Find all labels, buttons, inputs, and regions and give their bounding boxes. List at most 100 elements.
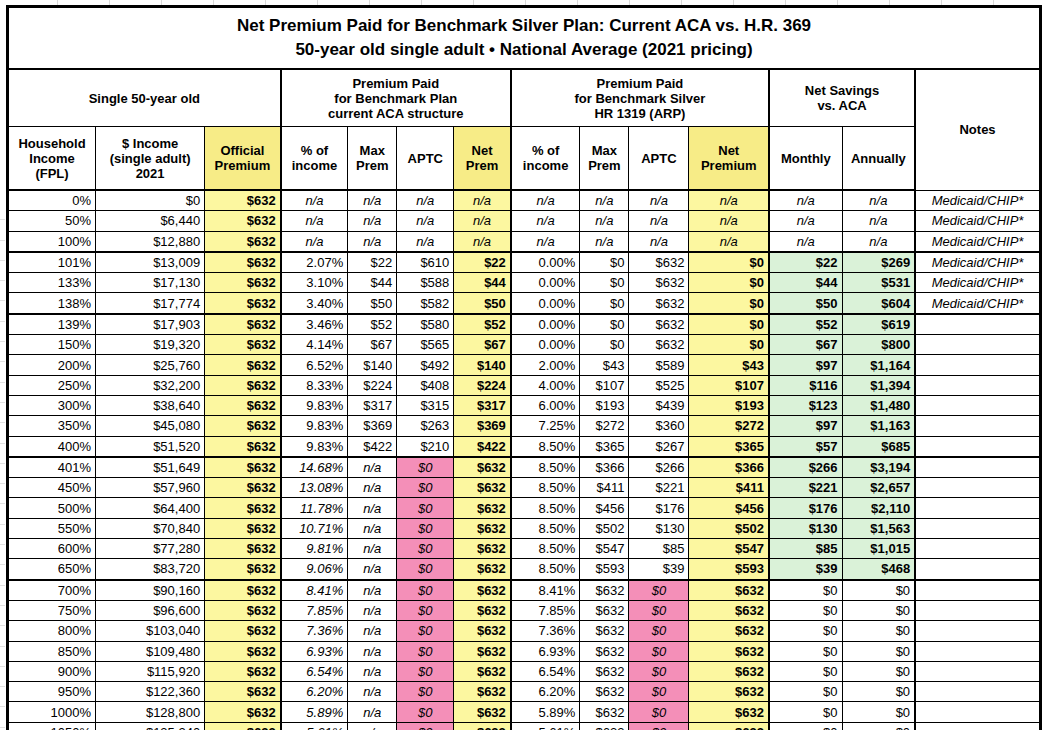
cell: $39 — [769, 559, 842, 580]
cell: $408 — [397, 375, 454, 395]
cell: $67 — [454, 335, 511, 355]
cell: 8.50% — [511, 478, 580, 498]
data-row-200%: 200%$25,760$6326.52%$140$492$1402.00%$43… — [8, 355, 1041, 375]
cell: n/a — [511, 190, 580, 211]
cell: n/a — [629, 190, 689, 211]
cell: $272 — [580, 416, 629, 436]
cell: 900% — [8, 661, 96, 681]
data-row-400%: 400%$51,520$6329.83%$422$210$4228.50%$36… — [8, 436, 1041, 457]
cell: n/a — [580, 211, 629, 231]
cell: $0 — [629, 600, 689, 620]
cell: $632 — [454, 478, 511, 498]
cell: n/a — [769, 190, 842, 211]
cell: n/a — [580, 190, 629, 211]
cell: $0 — [96, 190, 205, 211]
cell: $632 — [454, 580, 511, 601]
cell: $0 — [769, 682, 842, 702]
cell: $632 — [629, 293, 689, 314]
cell: $632 — [689, 600, 769, 620]
cell: $632 — [580, 682, 629, 702]
cell: $1,015 — [842, 539, 915, 559]
data-row-850%: 850%$109,480$6326.93%n/a$0$6326.93%$632$… — [8, 641, 1041, 661]
cell: $269 — [842, 252, 915, 273]
cell: n/a — [281, 231, 348, 252]
cell: $103,040 — [96, 621, 205, 641]
cell — [915, 621, 1040, 641]
cell: $0 — [769, 580, 842, 601]
cell: $632 — [205, 600, 281, 620]
cell: 3.10% — [281, 273, 348, 293]
cell: $632 — [205, 478, 281, 498]
cell: $77,280 — [96, 539, 205, 559]
cell: 14.68% — [281, 457, 348, 478]
cell: $0 — [842, 600, 915, 620]
cell: $97 — [769, 355, 842, 375]
cell — [915, 641, 1040, 661]
cell: $51,649 — [96, 457, 205, 478]
cell: $17,774 — [96, 293, 205, 314]
cell: $52 — [454, 314, 511, 335]
cell: $456 — [580, 498, 629, 518]
cell: $266 — [629, 457, 689, 478]
cell: $632 — [205, 231, 281, 252]
spreadsheet-gridline-ticks-left — [0, 200, 5, 730]
cell: $32,200 — [96, 375, 205, 395]
cell: $411 — [689, 478, 769, 498]
cell: $0 — [629, 580, 689, 601]
cell: $43 — [689, 355, 769, 375]
column-header-row: Household Income (FPL) $ Income (single … — [8, 127, 1041, 191]
cell: $64,400 — [96, 498, 205, 518]
cell: $107 — [580, 375, 629, 395]
cell: $109,480 — [96, 641, 205, 661]
cell: 6.54% — [511, 661, 580, 681]
cell: 50% — [8, 211, 96, 231]
cell: $632 — [205, 293, 281, 314]
cell: $0 — [397, 682, 454, 702]
cell: $52 — [769, 314, 842, 335]
cell: $632 — [454, 600, 511, 620]
cell — [915, 416, 1040, 436]
cell: $632 — [205, 416, 281, 436]
cell: $632 — [629, 273, 689, 293]
cell: $632 — [454, 539, 511, 559]
cell: 8.50% — [511, 559, 580, 580]
cell: $115,920 — [96, 661, 205, 681]
cell: $57,960 — [96, 478, 205, 498]
cell: 450% — [8, 478, 96, 498]
cell: $632 — [689, 661, 769, 681]
cell: n/a — [348, 211, 397, 231]
cell: 8.33% — [281, 375, 348, 395]
cell: n/a — [348, 682, 397, 702]
cell: $0 — [842, 621, 915, 641]
cell: $107 — [689, 375, 769, 395]
cell: $632 — [205, 375, 281, 395]
data-row-800%: 800%$103,040$6327.36%n/a$0$6327.36%$632$… — [8, 621, 1041, 641]
group-header-aca: Premium Paid for Benchmark Plan current … — [281, 69, 511, 127]
cell — [915, 314, 1040, 335]
spreadsheet-page: { "title": { "line1": "Net Premium Paid … — [0, 0, 1048, 730]
cell: $632 — [689, 621, 769, 641]
cell: $0 — [397, 702, 454, 722]
cell: $123 — [769, 395, 842, 415]
cell: $632 — [205, 190, 281, 211]
cell: $0 — [397, 498, 454, 518]
cell: 0% — [8, 190, 96, 211]
cell: $317 — [348, 395, 397, 415]
cell: $13,009 — [96, 252, 205, 273]
data-row-138%: 138%$17,774$6323.40%$50$582$500.00%$0$63… — [8, 293, 1041, 314]
cell: $0 — [580, 314, 629, 335]
cell: 8.50% — [511, 539, 580, 559]
cell: $632 — [205, 436, 281, 457]
cell — [915, 457, 1040, 478]
cell: $272 — [689, 416, 769, 436]
cell: $130 — [629, 518, 689, 538]
cell — [915, 518, 1040, 538]
cell: $632 — [580, 621, 629, 641]
data-row-1050%: 1050%$135,240$6325.61%n/a$0$6325.61%$632… — [8, 722, 1041, 730]
cell: $547 — [689, 539, 769, 559]
cell: n/a — [281, 190, 348, 211]
cell: $128,800 — [96, 702, 205, 722]
cell: 7.36% — [511, 621, 580, 641]
cell: 300% — [8, 395, 96, 415]
column-header-savings-annually: Annually — [842, 127, 915, 191]
